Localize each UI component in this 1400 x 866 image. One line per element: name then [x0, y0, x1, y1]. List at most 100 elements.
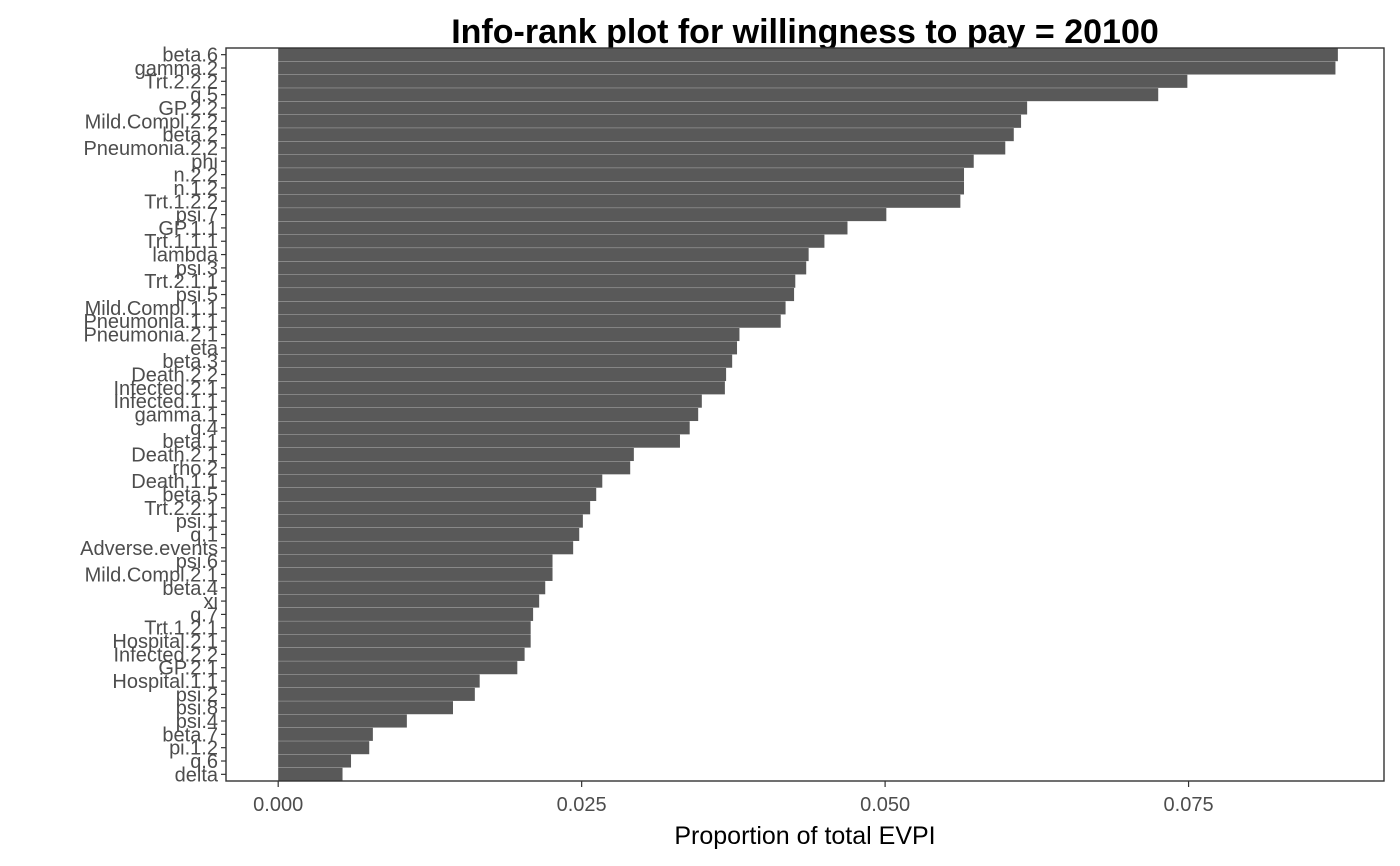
y-tick-label: psi.1: [176, 511, 218, 533]
bar-beta.7: [278, 727, 373, 741]
y-tick-label: rho.2: [172, 458, 218, 480]
y-tick-label: Death.2.1: [131, 444, 218, 466]
y-tick-label: gamma.2: [135, 58, 218, 80]
bar-gamma.1: [278, 407, 699, 422]
bar-psi.6: [278, 554, 553, 568]
y-tick-label: GP.1.1: [158, 218, 218, 240]
bar-Pneumonia.1.1: [278, 314, 781, 328]
y-tick-label: phi: [191, 151, 218, 173]
y-tick-label: Mild.Compl.2.1: [85, 564, 218, 586]
bar-Mild.Compl.2.2: [278, 114, 1022, 128]
bar-beta.1: [278, 434, 680, 448]
y-tick-label: q.7: [190, 604, 218, 626]
y-tick-label: beta.5: [162, 484, 218, 506]
y-tick-label: beta.6: [162, 45, 218, 67]
bar-Hospital.1.1: [278, 674, 480, 688]
y-tick-label: beta.4: [162, 578, 218, 600]
y-tick-label: Trt.1.2.1: [144, 618, 218, 640]
bar-GP.1.1: [278, 221, 848, 235]
bar-lambda: [278, 248, 809, 262]
y-tick-label: Death.2.2: [131, 365, 218, 387]
bar-GP.2.1: [278, 661, 518, 675]
y-tick-label: GP.2.2: [158, 98, 218, 120]
y-tick-label: lambda: [152, 245, 218, 267]
y-tick-label: Trt.2.2.1: [144, 498, 218, 520]
x-tick-label: 0.000: [253, 794, 303, 816]
bar-q.7: [278, 607, 534, 621]
bar-Pneumonia.2.2: [278, 141, 1006, 155]
bar-Trt.1.2.1: [278, 621, 531, 635]
y-tick-label: q.4: [190, 418, 218, 440]
y-tick-label: Mild.Compl.1.1: [85, 298, 218, 320]
bar-psi.5: [278, 288, 795, 302]
bars-group: [278, 48, 1338, 781]
y-tick-label: Death.1.1: [131, 471, 218, 493]
bar-psi.3: [278, 261, 807, 275]
bar-Hospital.2.1: [278, 634, 531, 648]
y-tick-label: delta: [175, 764, 219, 786]
bar-Trt.1.1.1: [278, 234, 825, 248]
y-tick-label: Trt.2.2.2: [144, 71, 218, 93]
y-tick-label: Infected.2.2: [113, 644, 218, 666]
y-tick-label: psi.6: [176, 551, 218, 573]
y-axis: beta.6gamma.2Trt.2.2.2q.5GP.2.2Mild.Comp…: [80, 45, 226, 786]
x-tick-label: 0.050: [860, 794, 910, 816]
bar-Adverse.events: [278, 541, 574, 555]
bar-Trt.2.1.1: [278, 274, 796, 288]
bar-Infected.2.1: [278, 381, 725, 395]
y-tick-label: psi.7: [176, 205, 218, 227]
y-tick-label: beta.2: [162, 125, 218, 147]
bar-psi.8: [278, 701, 453, 715]
bar-beta.5: [278, 487, 597, 501]
bar-Trt.1.2.2: [278, 194, 961, 208]
y-tick-label: psi.5: [176, 285, 218, 307]
bar-psi.4: [278, 714, 407, 728]
y-tick-label: q.5: [190, 85, 218, 107]
y-tick-label: Hospital.1.1: [112, 671, 218, 693]
bar-Infected.1.1: [278, 394, 702, 408]
y-tick-label: Trt.1.2.2: [144, 191, 218, 213]
bar-Infected.2.2: [278, 647, 525, 661]
y-tick-label: pi.1.2: [169, 738, 218, 760]
bar-pi.1.2: [278, 741, 370, 755]
bar-n.2.2: [278, 168, 965, 182]
bar-Death.2.2: [278, 367, 727, 382]
bar-q.4: [278, 421, 690, 435]
y-tick-label: Pneumonia.2.2: [83, 138, 218, 160]
x-axis: 0.000 0.025 0.050 0.075: [253, 781, 1214, 816]
bar-Trt.2.2.1: [278, 501, 591, 515]
bar-Death.2.1: [278, 447, 634, 462]
y-tick-label: Mild.Compl.2.2: [85, 111, 218, 133]
bar-psi.7: [278, 208, 887, 222]
y-tick-label: n.2.2: [174, 165, 218, 187]
bar-beta.6: [278, 48, 1338, 62]
bar-delta: [278, 767, 343, 781]
y-tick-label: n.1.2: [174, 178, 218, 200]
y-tick-label: Pneumonia.1.1: [83, 311, 218, 333]
bar-beta.4: [278, 581, 546, 595]
chart-title: Info-rank plot for willingness to pay = …: [451, 13, 1159, 51]
y-tick-label: Adverse.events: [80, 538, 218, 560]
y-tick-label: beta.1: [162, 431, 218, 453]
x-tick-label: 0.075: [1164, 794, 1214, 816]
bar-Trt.2.2.2: [278, 74, 1188, 88]
bar-rho.2: [278, 461, 631, 475]
y-tick-label: Infected.2.1: [113, 378, 218, 400]
y-tick-label: eta: [190, 338, 219, 360]
y-tick-label: Infected.1.1: [113, 391, 218, 413]
y-tick-label: Hospital.2.1: [112, 631, 218, 653]
y-tick-label: psi.3: [176, 258, 218, 280]
bar-phi: [278, 154, 974, 168]
y-tick-label: Pneumonia.2.1: [83, 325, 218, 347]
y-tick-label: Trt.2.1.1: [144, 271, 218, 293]
bar-GP.2.2: [278, 101, 1028, 115]
y-tick-label: xi: [204, 591, 218, 613]
bar-psi.1: [278, 514, 583, 528]
bar-q.6: [278, 754, 352, 768]
y-tick-label: psi.4: [176, 711, 218, 733]
bar-xi: [278, 594, 540, 608]
y-tick-label: GP.2.1: [158, 658, 218, 680]
y-tick-label: gamma.1: [135, 405, 218, 427]
bar-beta.2: [278, 128, 1014, 142]
